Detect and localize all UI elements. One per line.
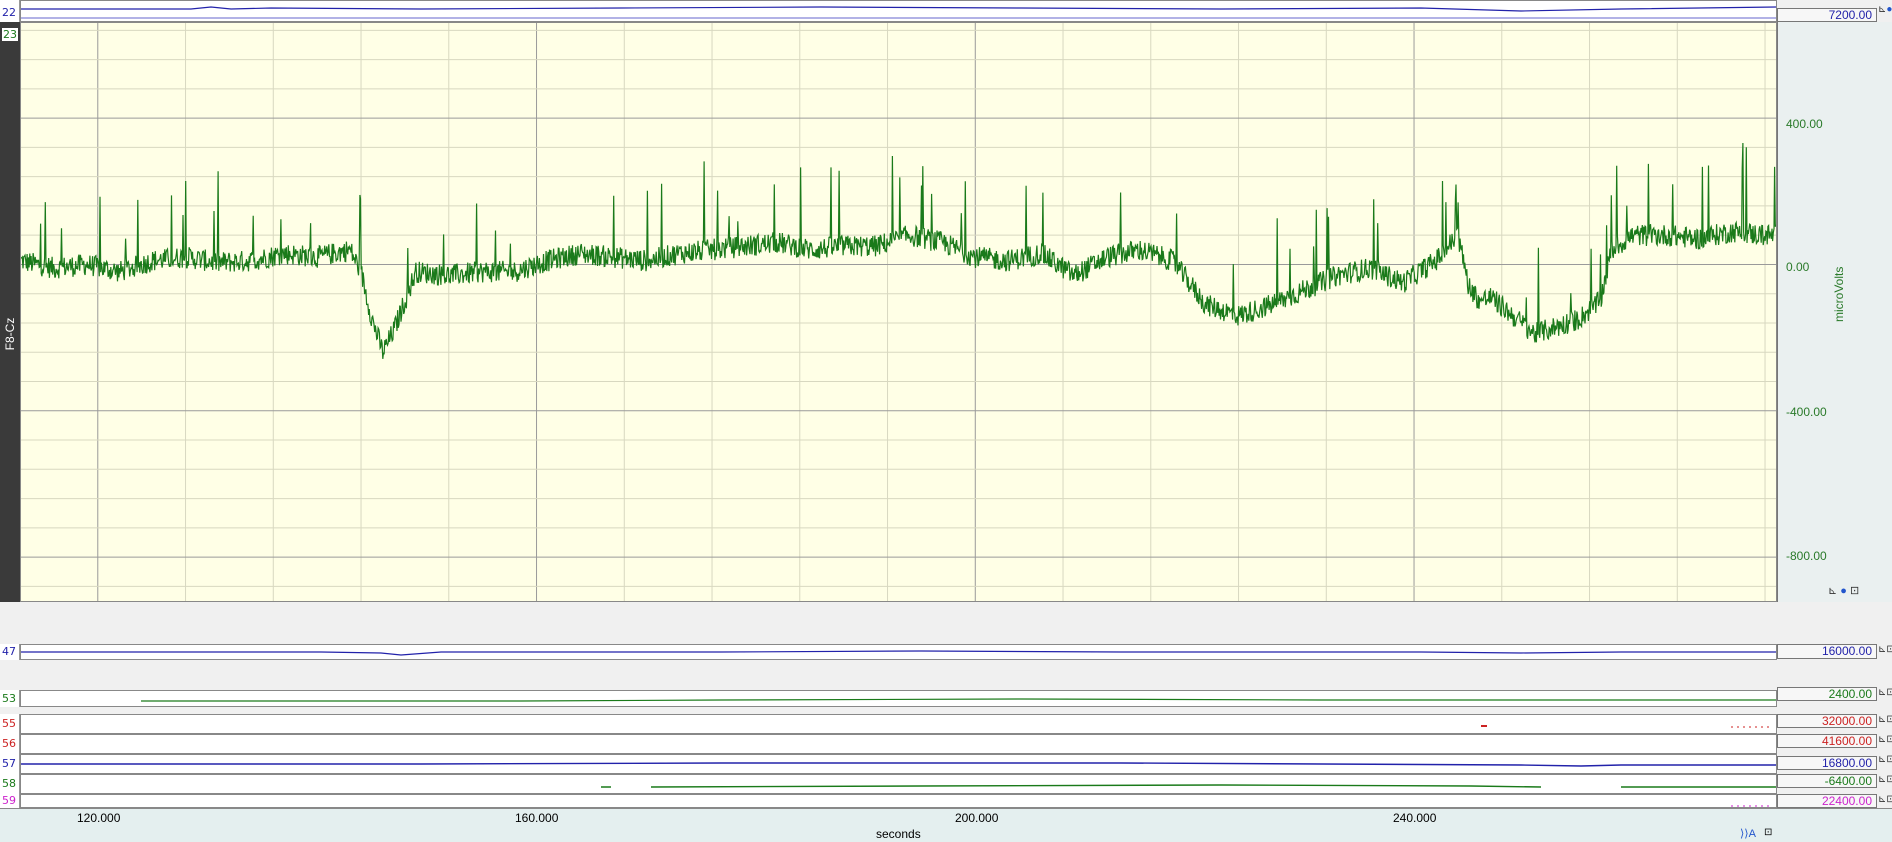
strip-trace [21, 775, 1776, 793]
channel-number: 47 [2, 645, 16, 658]
eeg-trace-f8-cz [21, 143, 1776, 359]
strip-icons-58[interactable]: ⊾⊡ [1878, 774, 1892, 785]
strip-value-53: 2400.00 [1777, 687, 1877, 701]
channel-tab-47[interactable]: 47 [0, 644, 20, 660]
channel-number: 53 [2, 692, 16, 705]
channel-strip-59[interactable] [20, 794, 1777, 808]
lock-icon[interactable]: ⊡ [1886, 644, 1892, 655]
channel-tab-59[interactable]: 59 [0, 794, 20, 808]
main-plot-svg [21, 23, 1776, 601]
main-channel-tab[interactable]: 23 F8-Cz [0, 22, 21, 602]
y-tick-label: -800.00 [1786, 549, 1827, 563]
strip-value-47: 16000.00 [1777, 644, 1877, 659]
channel-strip-53[interactable] [20, 690, 1777, 707]
strip-trace [21, 645, 1776, 659]
channel-number: 59 [2, 794, 16, 807]
main-icons[interactable]: ⊾ ● ⊡ [1828, 584, 1859, 597]
strip-icons-53[interactable]: ⊾⊡ [1878, 687, 1892, 698]
y-axis-panel: microVolts 400.00 0.00 -400.00 -800.00 ⊾… [1777, 22, 1892, 602]
channel-tab-57[interactable]: 57 [0, 754, 20, 774]
strip-value-59: 22400.00 [1777, 794, 1877, 808]
strip-value-56: 41600.00 [1777, 734, 1877, 748]
channel-number: 23 [2, 28, 18, 41]
y-tick-label: -400.00 [1786, 405, 1827, 419]
units-label: microVolts [1832, 267, 1846, 322]
channel-tab-55[interactable]: 55 [0, 714, 20, 734]
channel-number: 57 [2, 757, 16, 770]
strip-value-55: 32000.00 [1777, 714, 1877, 728]
channel-number: 55 [2, 717, 16, 730]
channel-label: F8-Cz [3, 308, 17, 360]
strip-value-58: -6400.00 [1777, 774, 1877, 788]
strip-icons-55[interactable]: ⊾⊡ [1878, 714, 1892, 725]
strip-icons-47[interactable]: ⊾⊡ [1878, 644, 1892, 655]
scroll-right-icon[interactable]: ⟩⟩A [1740, 827, 1756, 840]
y-tick-label: 400.00 [1786, 117, 1823, 131]
axis-settings-icon[interactable]: ⊾ [1828, 585, 1837, 597]
channel-tab-22[interactable]: 22 [0, 0, 20, 22]
lock-icon[interactable]: ⊡ [1886, 794, 1892, 805]
lock-icon[interactable]: ⊡ [1850, 585, 1859, 597]
channel-strip-22[interactable] [20, 0, 1777, 22]
lock-icon[interactable]: ⊡ [1886, 774, 1892, 785]
strip-icons-22[interactable]: ⊾●⊡ [1878, 4, 1892, 15]
x-axis-bar: 120.000 160.000 200.000 240.000 seconds … [0, 808, 1892, 842]
y-tick-label: 0.00 [1786, 260, 1809, 274]
strip-icons-56[interactable]: ⊾⊡ [1878, 734, 1892, 745]
x-axis-label: seconds [876, 827, 921, 841]
strip-icons-57[interactable]: ⊾⊡ [1878, 754, 1892, 765]
strip-value-57: 16800.00 [1777, 756, 1877, 770]
x-tick-label: 240.000 [1393, 811, 1436, 825]
x-tick-label: 160.000 [515, 811, 558, 825]
channel-number: 22 [2, 6, 16, 19]
channel-strip-55[interactable] [20, 714, 1777, 734]
strip-trace [21, 796, 1776, 808]
strip-trace [21, 1, 1776, 21]
channel-tab-58[interactable]: 58 [0, 774, 20, 794]
strip-trace [21, 755, 1776, 773]
strip-icons-59[interactable]: ⊾⊡ [1878, 794, 1892, 805]
strip-trace [21, 715, 1776, 733]
channel-tab-56[interactable]: 56 [0, 734, 20, 754]
x-tick-label: 200.000 [955, 811, 998, 825]
channel-number: 58 [2, 777, 16, 790]
main-plot-area[interactable] [20, 22, 1777, 602]
x-tick-label: 120.000 [77, 811, 120, 825]
strip-trace [21, 691, 1776, 706]
lock-icon[interactable]: ⊡ [1764, 827, 1772, 838]
channel-strip-47[interactable] [20, 644, 1777, 660]
lock-icon[interactable]: ⊡ [1886, 714, 1892, 725]
lock-icon[interactable]: ⊡ [1886, 734, 1892, 745]
lock-icon[interactable]: ⊡ [1886, 754, 1892, 765]
strip-value-22: 7200.00 [1777, 8, 1877, 22]
channel-tab-53[interactable]: 53 [0, 690, 20, 707]
channel-strip-56[interactable] [20, 734, 1777, 754]
info-icon[interactable]: ● [1840, 585, 1847, 597]
lock-icon[interactable]: ⊡ [1886, 687, 1892, 698]
channel-number: 56 [2, 737, 16, 750]
channel-strip-57[interactable] [20, 754, 1777, 774]
channel-strip-58[interactable] [20, 774, 1777, 794]
